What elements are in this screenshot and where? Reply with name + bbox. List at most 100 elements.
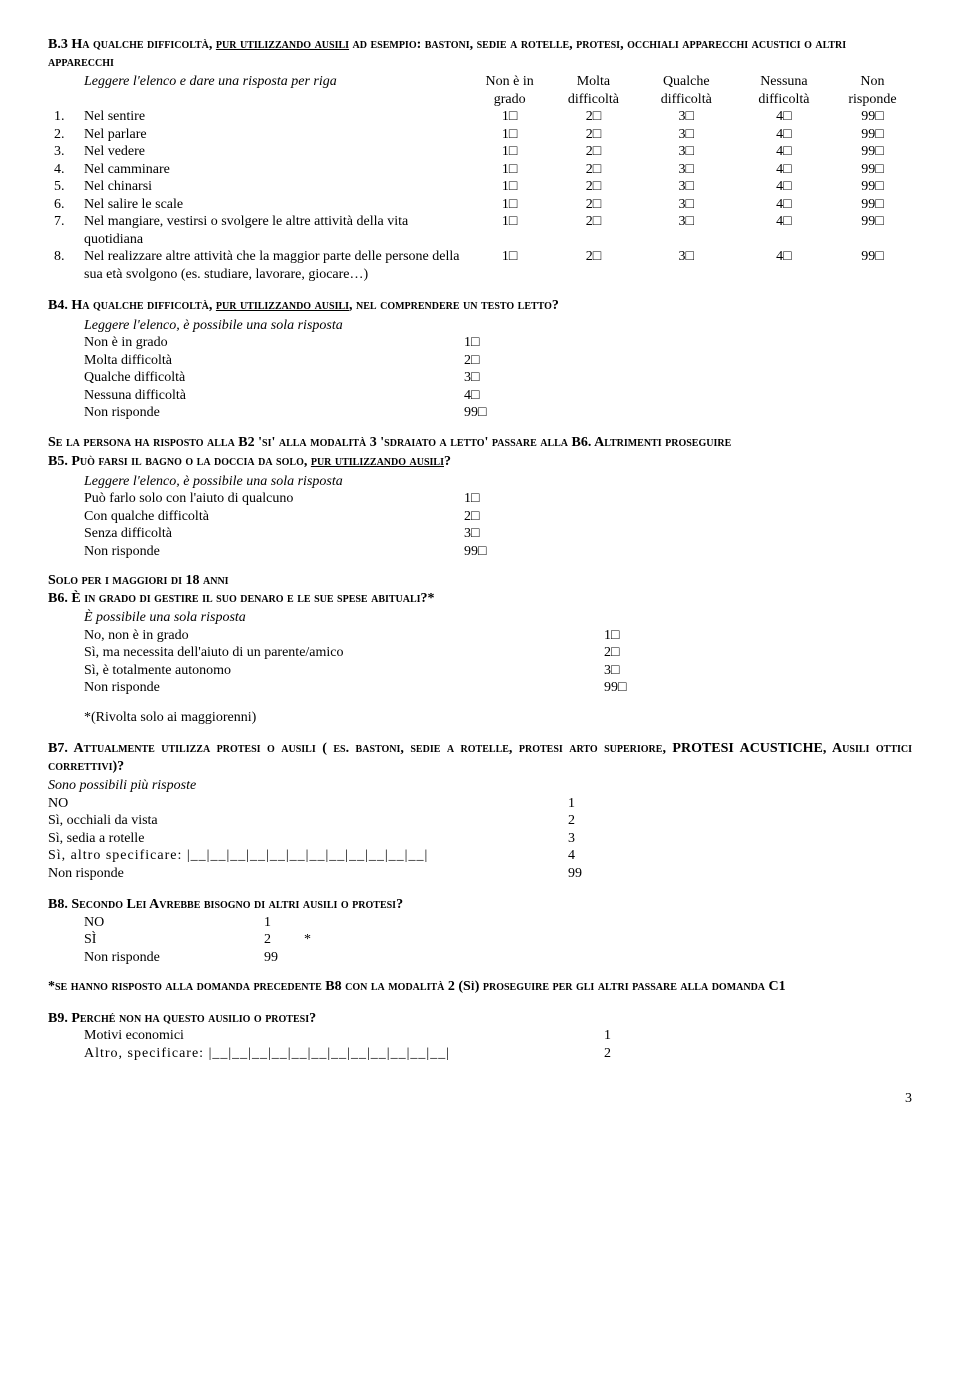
opt-cell[interactable]: 1□ — [470, 126, 549, 144]
opt-cell[interactable]: 1□ — [470, 213, 549, 248]
opt-cell[interactable]: 3□ — [638, 213, 735, 248]
opt-value[interactable]: 2□ — [464, 508, 504, 526]
opt-cell[interactable]: 99□ — [833, 213, 912, 248]
list-item: Non risponde99□ — [84, 404, 912, 422]
opt-label: NO — [84, 914, 264, 932]
opt-cell[interactable]: 4□ — [735, 161, 833, 179]
opt-value[interactable]: 4□ — [464, 387, 504, 405]
opt-label: No, non è in grado — [84, 627, 604, 645]
row-label: Nel parlare — [78, 126, 470, 144]
opt-cell[interactable]: 2□ — [549, 108, 637, 126]
row-label: Nel mangiare, vestirsi o svolgere le alt… — [78, 213, 470, 248]
opt-value[interactable]: 1□ — [604, 627, 644, 645]
opt-cell[interactable]: 2□ — [549, 248, 637, 283]
opt-cell[interactable]: 1□ — [470, 161, 549, 179]
b6-instruction: È possibile una sola risposta — [48, 609, 912, 627]
opt-value[interactable]: 4 — [568, 847, 608, 865]
list-item: NO1 — [48, 795, 912, 813]
opt-cell[interactable]: 99□ — [833, 108, 912, 126]
opt-cell[interactable]: 1□ — [470, 143, 549, 161]
list-item: Con qualche difficoltà2□ — [84, 508, 912, 526]
opt-value[interactable]: 2 — [568, 812, 608, 830]
opt-value[interactable]: 99□ — [604, 679, 644, 697]
opt-value[interactable]: 1□ — [464, 490, 504, 508]
b7-title-prefix: B7. A — [48, 741, 84, 756]
opt-cell[interactable]: 2□ — [549, 143, 637, 161]
b5-instruction: Leggere l'elenco, è possibile una sola r… — [48, 473, 912, 491]
opt-cell[interactable]: 3□ — [638, 108, 735, 126]
opt-value[interactable]: 99□ — [464, 543, 504, 561]
opt-cell[interactable]: 2□ — [549, 161, 637, 179]
b7-section: B7. Attualmente utilizza protesi o ausil… — [48, 740, 912, 882]
opt-cell[interactable]: 3□ — [638, 161, 735, 179]
opt-value[interactable]: 99□ — [464, 404, 504, 422]
opt-cell[interactable]: 99□ — [833, 248, 912, 283]
opt-cell[interactable]: 1□ — [470, 196, 549, 214]
opt-value[interactable]: 2 — [264, 931, 304, 949]
opt-value[interactable]: 99 — [264, 949, 304, 967]
b6-note: *(Rivolta solo ai maggiorenni) — [48, 709, 912, 727]
opt-cell[interactable]: 2□ — [549, 196, 637, 214]
b8-section: B8. Secondo Lei Avrebbe bisogno di altri… — [48, 896, 912, 966]
b9-section: B9. Perché non ha questo ausilio o prote… — [48, 1010, 912, 1063]
opt-suffix: * — [304, 931, 311, 949]
opt-cell[interactable]: 4□ — [735, 196, 833, 214]
opt-label: Non è in grado — [84, 334, 464, 352]
opt-cell[interactable]: 3□ — [638, 196, 735, 214]
opt-label[interactable]: Altro, specificare: |__|__|__|__|__|__|_… — [84, 1045, 604, 1063]
opt-cell[interactable]: 99□ — [833, 196, 912, 214]
opt-value[interactable]: 3□ — [464, 369, 504, 387]
b4-title: B4. Ha qualche difficoltà, pur utilizzan… — [48, 297, 912, 315]
b3-section: B.3 Ha qualche difficoltà, pur utilizzan… — [48, 36, 912, 283]
opt-cell[interactable]: 3□ — [638, 248, 735, 283]
opt-cell[interactable]: 99□ — [833, 126, 912, 144]
row-num: 5. — [48, 178, 78, 196]
row-num: 7. — [48, 213, 78, 248]
opt-cell[interactable]: 4□ — [735, 108, 833, 126]
opt-cell[interactable]: 3□ — [638, 178, 735, 196]
opt-value[interactable]: 2 — [604, 1045, 644, 1063]
opt-cell[interactable]: 4□ — [735, 126, 833, 144]
list-item: Non risponde99□ — [84, 543, 912, 561]
b9-title-prefix: B9. P — [48, 1011, 80, 1026]
opt-cell[interactable]: 1□ — [470, 108, 549, 126]
opt-label[interactable]: Sì, altro specificare: |__|__|__|__|__|_… — [48, 847, 568, 865]
opt-cell[interactable]: 99□ — [833, 178, 912, 196]
opt-cell[interactable]: 3□ — [638, 126, 735, 144]
opt-value[interactable]: 3 — [568, 830, 608, 848]
b3-title: B.3 Ha qualche difficoltà, pur utilizzan… — [48, 36, 912, 71]
row-label: Nel camminare — [78, 161, 470, 179]
row-label: Nel vedere — [78, 143, 470, 161]
opt-cell[interactable]: 4□ — [735, 178, 833, 196]
opt-value[interactable]: 1 — [604, 1027, 644, 1045]
opt-value[interactable]: 1 — [568, 795, 608, 813]
opt-value[interactable]: 1 — [264, 914, 304, 932]
opt-label: Sì, occhiali da vista — [48, 812, 568, 830]
opt-cell[interactable]: 1□ — [470, 178, 549, 196]
opt-cell[interactable]: 3□ — [638, 143, 735, 161]
opt-cell[interactable]: 4□ — [735, 143, 833, 161]
opt-cell[interactable]: 2□ — [549, 213, 637, 248]
b6-group-title: Solo per i maggiori di 18 anni — [48, 572, 912, 590]
b5-title-u: pur utilizzando ausili — [311, 454, 444, 469]
opt-value[interactable]: 3□ — [464, 525, 504, 543]
row-num: 1. — [48, 108, 78, 126]
opt-cell[interactable]: 99□ — [833, 161, 912, 179]
opt-label: Nessuna difficoltà — [84, 387, 464, 405]
opt-value[interactable]: 1□ — [464, 334, 504, 352]
opt-cell[interactable]: 4□ — [735, 213, 833, 248]
table-row: 5.Nel chinarsi1□2□3□4□99□ — [48, 178, 912, 196]
opt-cell[interactable]: 2□ — [549, 178, 637, 196]
opt-value[interactable]: 2□ — [464, 352, 504, 370]
list-item: Nessuna difficoltà4□ — [84, 387, 912, 405]
opt-cell[interactable]: 4□ — [735, 248, 833, 283]
opt-value[interactable]: 3□ — [604, 662, 644, 680]
opt-cell[interactable]: 2□ — [549, 126, 637, 144]
opt-value[interactable]: 99 — [568, 865, 608, 883]
opt-cell[interactable]: 1□ — [470, 248, 549, 283]
opt-value[interactable]: 2□ — [604, 644, 644, 662]
list-item: Senza difficoltà3□ — [84, 525, 912, 543]
opt-cell[interactable]: 99□ — [833, 143, 912, 161]
row-label: Nel chinarsi — [78, 178, 470, 196]
table-row: 4.Nel camminare1□2□3□4□99□ — [48, 161, 912, 179]
